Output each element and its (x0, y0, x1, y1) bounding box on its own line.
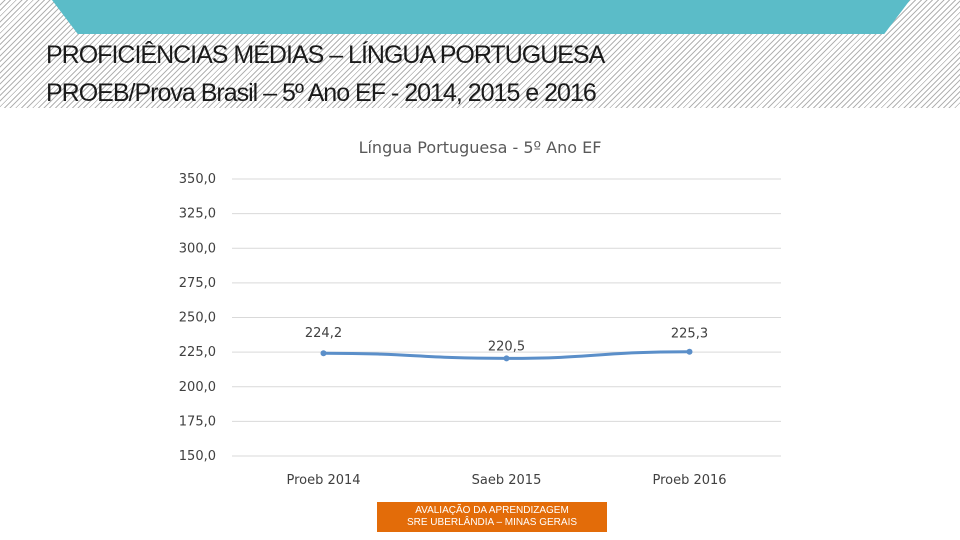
data-labels: 224,2 220,5 225,3 (305, 326, 708, 354)
slide-title-line-1: PROFICIÊNCIAS MÉDIAS – LÍNGUA PORTUGUESA (46, 41, 605, 69)
x-axis-ticks: Proeb 2014 Saeb 2015 Proeb 2016 (286, 473, 726, 488)
data-point (320, 350, 327, 357)
footer-line-1: AVALIAÇÃO DA APRENDIZAGEM (415, 505, 569, 516)
chart-title: Língua Portuguesa - 5º Ano EF (358, 138, 602, 157)
data-point (503, 355, 510, 362)
y-axis-ticks: 150,0 175,0 200,0 225,0 250,0 275,0 300,0 325,0… (179, 172, 216, 464)
y-tick-label: 175,0 (179, 414, 216, 429)
series (320, 348, 693, 362)
y-tick-label: 300,0 (179, 241, 216, 256)
y-tick-label: 200,0 (179, 380, 216, 395)
data-label: 225,3 (671, 327, 708, 342)
y-tick-label: 250,0 (179, 311, 216, 326)
y-tick-label: 150,0 (179, 449, 216, 464)
header-banner (52, 0, 910, 34)
y-tick-label: 225,0 (179, 345, 216, 360)
data-point (686, 348, 693, 355)
gridlines (232, 178, 781, 457)
x-tick-label: Proeb 2014 (286, 473, 360, 488)
data-label: 220,5 (488, 339, 525, 354)
x-tick-label: Proeb 2016 (652, 473, 726, 488)
footer-line-2: SRE UBERLÂNDIA – MINAS GERAIS (406, 517, 578, 528)
slide-title: PROFICIÊNCIAS MÉDIAS – LÍNGUA PORTUGUESA… (46, 36, 906, 112)
footer-badge: AVALIAÇÃO DA APRENDIZAGEM SRE UBERLÂNDIA… (377, 502, 607, 532)
x-tick-label: Saeb 2015 (472, 473, 542, 488)
slide-title-line-2: PROEB/Prova Brasil – 5º Ano EF - 2014, 2… (46, 79, 597, 107)
y-tick-label: 350,0 (179, 172, 216, 187)
y-tick-label: 275,0 (179, 276, 216, 291)
data-label: 224,2 (305, 326, 342, 341)
y-tick-label: 325,0 (179, 207, 216, 222)
